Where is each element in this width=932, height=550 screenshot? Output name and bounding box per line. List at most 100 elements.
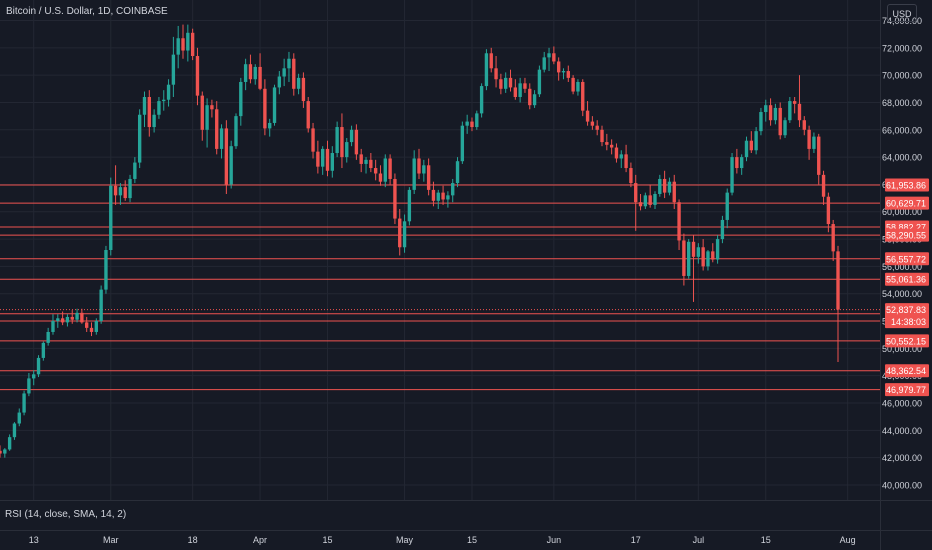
candle-body: [335, 127, 339, 154]
candle-body: [585, 110, 590, 122]
candle-body: [523, 83, 527, 89]
candle-body: [744, 140, 749, 158]
candle-body: [725, 192, 729, 220]
price-level-label: 58,882.27: [886, 223, 926, 233]
candle-body: [123, 187, 127, 199]
candle-body: [542, 57, 546, 70]
candle-body: [210, 105, 214, 110]
candle-body: [162, 99, 166, 102]
candle-body: [821, 174, 826, 197]
candle-body: [402, 221, 407, 248]
x-tick-label: 15: [322, 535, 332, 545]
candle-body: [113, 185, 118, 196]
price-level-label: 55,061.36: [886, 275, 926, 285]
candle-body: [373, 168, 378, 174]
candle-body: [41, 342, 46, 358]
candle-body: [292, 58, 296, 89]
candle-body: [94, 321, 99, 332]
x-tick-label: Mar: [103, 535, 119, 545]
price-level-label-bg: [885, 272, 929, 286]
candle-body: [3, 449, 7, 454]
candle-body: [349, 129, 354, 143]
candle-body: [407, 189, 412, 222]
price-level-label: 61,953.86: [886, 181, 926, 191]
candle-body: [759, 112, 763, 132]
candle-body: [528, 88, 532, 106]
candle-body: [85, 322, 89, 328]
candle-body: [133, 162, 137, 179]
x-tick-label: 13: [29, 535, 39, 545]
candle-body: [475, 113, 479, 128]
candle-body: [431, 189, 436, 201]
candle-body: [7, 437, 12, 450]
candle-body: [32, 374, 36, 379]
candle-body: [797, 103, 802, 121]
x-tick-label: Jul: [693, 535, 705, 545]
x-tick-label: Aug: [840, 535, 856, 545]
candle-body: [272, 87, 277, 123]
candle-body: [706, 251, 710, 267]
candle-body: [504, 77, 508, 89]
y-tick-label: 72,000.00: [882, 43, 922, 53]
candle-body: [778, 107, 782, 136]
candle-body: [556, 61, 561, 73]
candle-body: [836, 251, 840, 310]
x-tick-label: 17: [631, 535, 641, 545]
candle-body: [398, 218, 402, 248]
candle-body: [754, 131, 758, 151]
candle-body: [219, 128, 224, 149]
candle-body: [248, 64, 253, 80]
candle-body: [296, 77, 301, 89]
price-level-label-bg: [885, 178, 929, 192]
candle-body: [711, 251, 715, 260]
candle-body: [12, 423, 17, 438]
currency-button[interactable]: USD: [887, 4, 917, 22]
candle-body: [518, 83, 522, 97]
countdown-label: 14:38:03: [891, 317, 926, 327]
candle-body: [619, 154, 623, 159]
candle-body: [600, 129, 604, 143]
price-level-label: 46,979.77: [886, 385, 926, 395]
candle-body: [581, 81, 585, 111]
candle-body: [537, 69, 542, 95]
candle-body: [263, 88, 267, 129]
candle-body: [36, 357, 41, 375]
x-tick-label: 18: [188, 535, 198, 545]
candle-body: [426, 165, 431, 190]
candle-body: [484, 53, 489, 87]
price-level-label-bg: [885, 383, 929, 397]
candle-body: [364, 159, 368, 164]
candle-body: [826, 196, 831, 225]
candle-body: [75, 312, 79, 320]
candle-body: [239, 81, 243, 117]
candle-body: [340, 127, 344, 158]
candle-body: [460, 125, 465, 162]
candle-body: [195, 56, 200, 96]
candle-body: [590, 121, 595, 126]
candle-body: [306, 101, 310, 129]
candle-body: [802, 120, 806, 130]
y-tick-label: 60,000.00: [882, 207, 922, 217]
candle-body: [638, 202, 643, 207]
candle-body: [388, 158, 392, 179]
candle-body: [46, 331, 50, 343]
candle-body: [234, 116, 238, 147]
candle-body: [701, 247, 705, 267]
candle-body: [80, 312, 84, 323]
candle-body: [720, 219, 725, 240]
candle-body: [118, 187, 123, 196]
rsi-indicator-label[interactable]: RSI (14, close, SMA, 14, 2): [5, 509, 127, 520]
candle-body: [354, 129, 359, 155]
candle-body: [200, 95, 204, 130]
x-tick-label: Jun: [547, 535, 562, 545]
candle-body: [99, 289, 103, 322]
y-tick-label: 54,000.00: [882, 289, 922, 299]
grid: [0, 0, 880, 500]
candle-body: [643, 195, 648, 207]
price-level-label: 60,629.71: [886, 199, 926, 209]
candle-body: [224, 128, 229, 185]
candle-body: [566, 71, 570, 78]
candle-body: [629, 168, 633, 184]
candle-body: [730, 157, 734, 193]
